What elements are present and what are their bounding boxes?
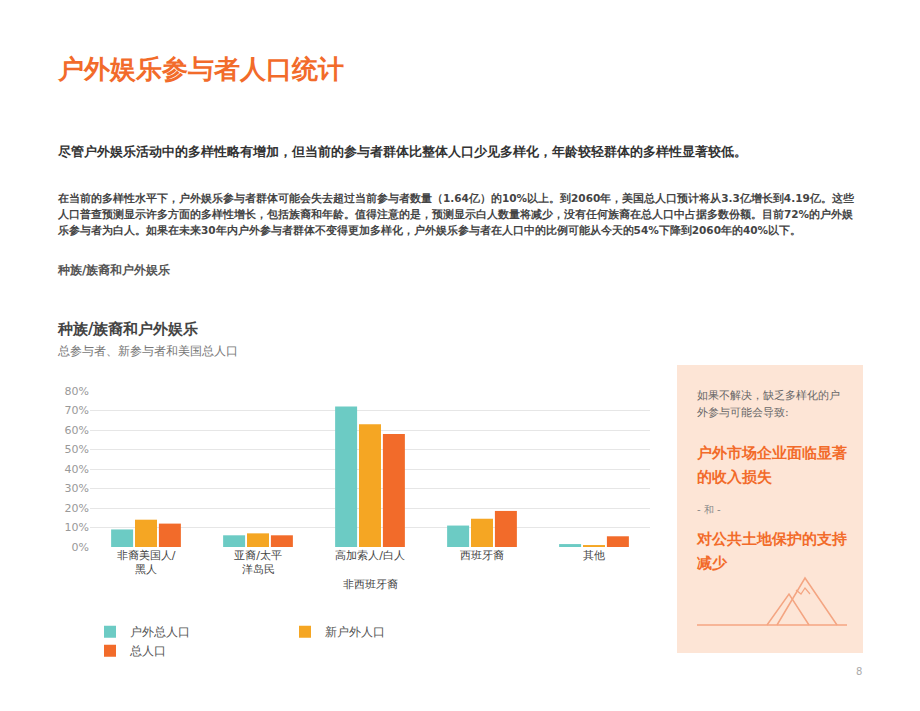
svg-text:新户外人口: 新户外人口 bbox=[325, 625, 385, 639]
html-text:户外娱乐参与者人口统计: 户外娱乐参与者人口统计 bbox=[58, 54, 344, 84]
html-text:- 和 -: - 和 - bbox=[697, 504, 721, 515]
html-text:如果不解决，缺乏多样化的户外参与可能会导致:: 如果不解决，缺乏多样化的户外参与可能会导致: bbox=[697, 389, 840, 419]
svg-text:70%: 70% bbox=[65, 404, 89, 417]
html-text:总参与者、新参与者和美国总人口: 总参与者、新参与者和美国总人口 bbox=[58, 344, 238, 358]
html-text:在当前的多样性水平下，户外娱乐参与者群体可能会失去超过当前参: 在当前的多样性水平下，户外娱乐参与者群体可能会失去超过当前参与者数量（1.64亿… bbox=[58, 192, 854, 236]
html-text:种族/族裔和户外娱乐: 种族/族裔和户外娱乐 bbox=[58, 263, 171, 277]
svg-text:40%: 40% bbox=[65, 463, 89, 476]
svg-text:0%: 0% bbox=[72, 541, 89, 554]
html-text:尽管户外娱乐活动中的多样性略有增加，但当前的参与者群体比整体: 尽管户外娱乐活动中的多样性略有增加，但当前的参与者群体比整体人口少见多样化，年龄… bbox=[58, 144, 747, 159]
html-text:户外市场企业面临显著的收入损失: 户外市场企业面临显著的收入损失 bbox=[697, 444, 847, 486]
svg-text:50%: 50% bbox=[65, 443, 89, 456]
svg-text:其他: 其他 bbox=[583, 549, 605, 562]
svg-text:亚裔/太平洋岛民: 亚裔/太平洋岛民 bbox=[234, 549, 282, 576]
svg-text:总人口: 总人口 bbox=[129, 644, 166, 658]
svg-text:80%: 80% bbox=[65, 385, 89, 398]
html-text:对公共土地保护的支持减少: 对公共土地保护的支持减少 bbox=[697, 530, 847, 572]
svg-text:高加索人/白人非西班牙裔: 高加索人/白人非西班牙裔 bbox=[335, 549, 405, 591]
svg-text:10%: 10% bbox=[65, 521, 89, 534]
svg-text:60%: 60% bbox=[65, 424, 89, 437]
svg-text:户外总人口: 户外总人口 bbox=[130, 625, 190, 639]
svg-text:30%: 30% bbox=[65, 482, 89, 495]
svg-text:非裔美国人/黑人: 非裔美国人/黑人 bbox=[117, 549, 176, 576]
svg-text:20%: 20% bbox=[65, 502, 89, 515]
svg-text:西班牙裔: 西班牙裔 bbox=[460, 549, 504, 562]
html-text:8: 8 bbox=[856, 666, 863, 677]
html-text:种族/族裔和户外娱乐: 种族/族裔和户外娱乐 bbox=[58, 320, 199, 338]
